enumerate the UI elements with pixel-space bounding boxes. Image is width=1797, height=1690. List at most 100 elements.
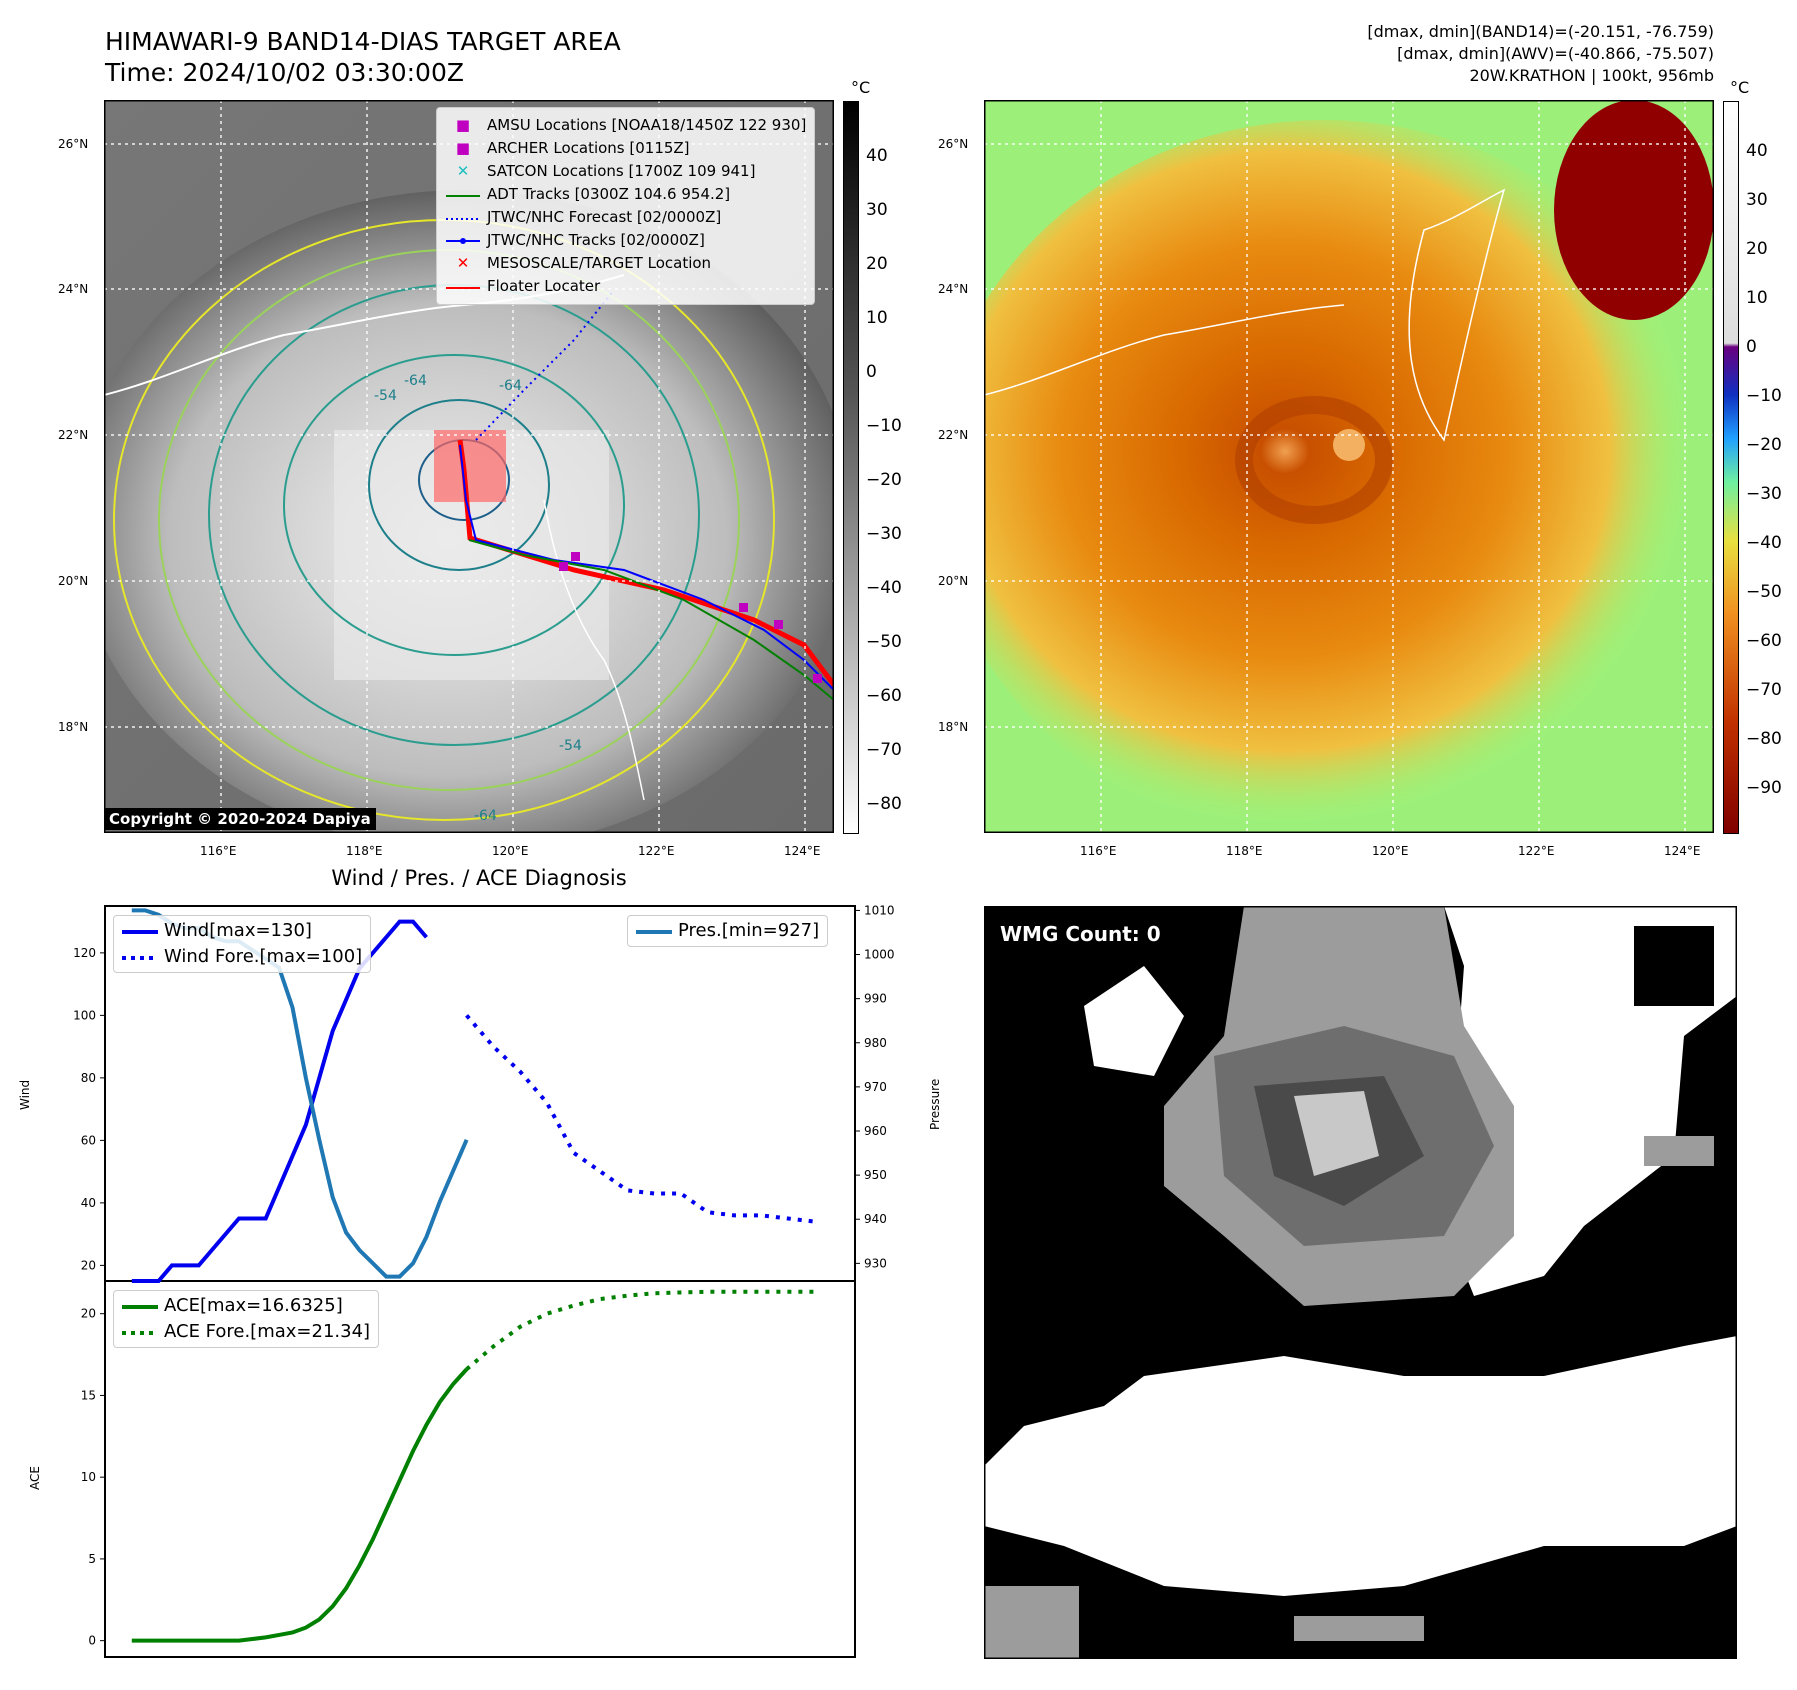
awv-cb-tick: 30 [1746,190,1768,210]
awv-lat-18: 18°N [938,720,969,734]
ir-lat-20: 20°N [58,574,89,588]
awv-cb-tick: −40 [1746,533,1782,553]
ir-colorbar [843,101,859,834]
diagnosis-title: Wind / Pres. / ACE Diagnosis [331,866,627,890]
awv-cb-tick: 40 [1746,141,1768,161]
awv-cb-tick: −50 [1746,582,1782,602]
awv-eye [1333,429,1365,461]
ace-ytick-label: 0 [88,1634,96,1648]
awv-cb-tick: −70 [1746,680,1782,700]
ir-lon-122: 122°E [638,844,675,858]
adt-track [468,539,834,701]
amsu-markers [559,552,822,683]
ir-cb-tick: −10 [866,416,902,436]
pressure-ytick-label: 1000 [864,948,895,962]
ir-legend: ■ AMSU Locations [NOAA18/1450Z 122 930] ■… [436,107,816,305]
pressure-ytick-label: 970 [864,1080,887,1094]
pressure-ytick-label: 990 [864,992,887,1006]
awv-storm [984,120,1714,833]
awv-lon-120: 120°E [1372,844,1409,858]
awv-colorbar [1723,101,1739,834]
square-marker-icon: ■ [455,139,471,157]
awv-lon-116: 116°E [1080,844,1117,858]
ace-series-line-0 [131,1367,469,1643]
ir-cb-tick: −30 [866,524,902,544]
x-marker-icon: ✕ [456,162,470,180]
legend-jtwc-forecast: JTWC/NHC Forecast [02/0000Z] [446,208,722,226]
pressure-ytick-label: 930 [864,1256,887,1270]
ir-cb-tick: 0 [866,362,877,382]
ace-legend: ACE[max=16.6325] ACE Fore.[max=21.34] [113,1290,380,1348]
ir-lon-116: 116°E [200,844,237,858]
legend-floater: Floater Locater [446,277,601,295]
ir-cb-tick: −60 [866,686,902,706]
ir-lat-18: 18°N [58,720,89,734]
wmg-count-label: WMG Count: 0 [1000,922,1161,946]
awv-header-line1: [dmax, dmin](BAND14)=(-20.151, -76.759) [1367,22,1714,41]
awv-cb-tick: −10 [1746,386,1782,406]
awv-cb-tick: −60 [1746,631,1782,651]
awv-cb-tick: −90 [1746,778,1782,798]
awv-lat-26: 26°N [938,137,969,151]
ir-cb-tick: 40 [866,146,888,166]
pressure-ytick-label: 960 [864,1124,887,1138]
copyright-badge: Copyright © 2020-2024 Dapiya [104,808,376,830]
awv-cb-tick: 10 [1746,288,1768,308]
contour-label-3: -54 [374,388,397,404]
pressure-ylabel: Pressure [928,1078,942,1130]
awv-cb-tick: 0 [1746,337,1757,357]
awv-cb-tick: −80 [1746,729,1782,749]
pressure-ytick-label: 1010 [864,903,895,917]
ir-cb-tick: 10 [866,308,888,328]
awv-cb-tick: −20 [1746,435,1782,455]
ir-cb-tick: 20 [866,254,888,274]
target-box [434,430,506,502]
series-line-0 [131,919,428,1283]
wind-ylabel: Wind [18,1079,32,1110]
legend-satcon: ✕ SATCON Locations [1700Z 109 941] [445,160,806,183]
ir-title-line2: Time: 2024/10/02 03:30:00Z [105,58,464,87]
contour-label-5: -64 [474,808,497,824]
awv-cb-tick: 20 [1746,239,1768,259]
ir-cb-tick: −50 [866,632,902,652]
awv-lon-118: 118°E [1226,844,1263,858]
ace-ytick-label: 5 [88,1552,96,1566]
awv-header-line3: 20W.KRATHON | 100kt, 956mb [1469,66,1714,85]
awv-lon-122: 122°E [1518,844,1555,858]
ir-lat-24: 24°N [58,282,89,296]
x-marker-icon: ✕ [456,254,470,272]
ir-lon-124: 124°E [784,844,821,858]
series-line-1 [465,1014,816,1224]
jtwc-track [459,444,834,691]
floater-track [457,439,834,687]
pressure-ytick-label: 980 [864,1036,887,1050]
contour-label-4: -54 [559,738,582,754]
pressure-legend: Pres.[min=927] [627,915,829,947]
ir-cb-tick: −80 [866,794,902,814]
awv-cold-region [1554,100,1714,320]
legend-archer: ■ ARCHER Locations [0115Z] [445,137,806,160]
ace-ytick-label: 20 [81,1307,96,1321]
ace-ylabel: ACE [28,1466,42,1490]
legend-mesoscale: ✕ MESOSCALE/TARGET Location [445,252,806,275]
ir-cb-tick: −40 [866,578,902,598]
ace-series-line-1 [465,1289,815,1371]
contour-label-1: -64 [404,373,427,389]
wind-ytick-label: 40 [81,1196,96,1210]
ir-lon-118: 118°E [346,844,383,858]
wmg-map [984,906,1737,1659]
wind-ytick-label: 100 [73,1008,96,1022]
contour-label-2: -64 [499,378,522,394]
awv-cb-tick: −30 [1746,484,1782,504]
wind-legend: Wind[max=130] Wind Fore.[max=100] [113,915,372,973]
ir-title-line1: HIMAWARI-9 BAND14-DIAS TARGET AREA [105,27,621,56]
awv-header-line2: [dmax, dmin](AWV)=(-40.866, -75.507) [1397,44,1714,63]
ir-lon-120: 120°E [492,844,529,858]
legend-amsu: ■ AMSU Locations [NOAA18/1450Z 122 930] [445,114,806,137]
legend-jtwc-tracks: JTWC/NHC Tracks [02/0000Z] [445,229,806,252]
legend-adt: ADT Tracks [0300Z 104.6 954.2] [446,185,731,203]
ace-ytick-label: 15 [81,1388,96,1402]
ir-cb-tick: 30 [866,200,888,220]
ir-cb-tick: −20 [866,470,902,490]
ace-ytick-label: 10 [81,1470,96,1484]
